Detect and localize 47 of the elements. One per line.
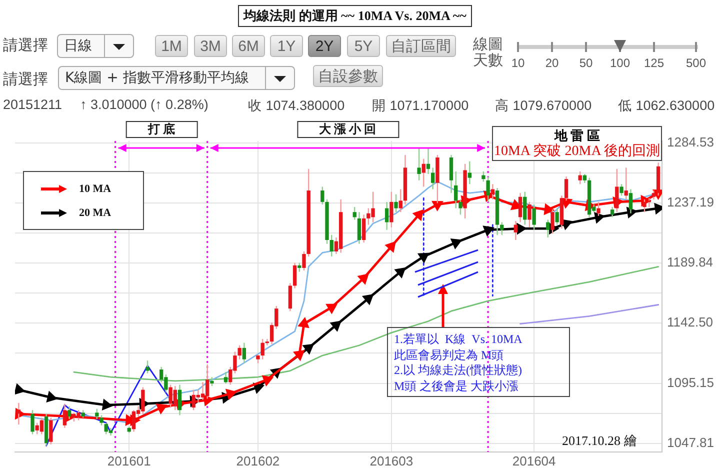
- legend-label: 20 MA: [79, 206, 112, 219]
- text: 500: [684, 56, 708, 70]
- text: 開 1071.170000: [372, 97, 469, 115]
- text: 20: [544, 56, 560, 70]
- annotation: M頭 之後會是 大跌小漲: [394, 378, 520, 394]
- annotation: 1.若單以 K線 Vs. 10MA: [394, 332, 524, 348]
- text: 線圖天數: [473, 35, 504, 69]
- y-tick-label: 1095.15: [667, 374, 714, 390]
- x-tick-label: 201601: [107, 453, 151, 468]
- legend-label: 10 MA: [79, 182, 112, 195]
- text: 3M: [194, 35, 227, 57]
- text: 6M: [232, 35, 265, 57]
- text: 50: [578, 56, 594, 70]
- annotation: 此區會易判定為 M頭: [394, 348, 505, 363]
- y-tick-label: 1047.81: [667, 434, 714, 450]
- text: 125: [642, 56, 666, 70]
- y-tick-label: 1189.84: [667, 254, 714, 270]
- annotation: 地 雷 區: [553, 128, 601, 144]
- chart-title: 均線法則 的運用 ~~ 10MA Vs. 20MA ~~: [238, 5, 472, 27]
- text: 低 1062.630000: [618, 97, 715, 115]
- y-tick-label: 1142.50: [667, 314, 714, 330]
- x-tick-label: 201602: [236, 453, 280, 468]
- y-tick-label: 1284.53: [667, 134, 714, 150]
- text: 收 1074.380000: [248, 97, 345, 115]
- text: 1Y: [270, 35, 303, 57]
- text: 1M: [155, 35, 188, 57]
- text: 20151211: [3, 97, 62, 112]
- text: 2Y: [308, 35, 341, 57]
- annotation: 2.以 均線走法(慣性狀態): [394, 363, 523, 378]
- x-tick-label: 201604: [512, 453, 556, 468]
- text: K線圖 + 指數平滑移動平均線: [58, 66, 295, 90]
- text: 自設參數: [313, 65, 383, 87]
- text: 打 底: [146, 122, 175, 136]
- y-tick-label: 1237.19: [667, 194, 714, 210]
- text: 10: [510, 56, 526, 70]
- x-tick-label: 201603: [370, 453, 414, 468]
- text: 大 漲 小 回: [319, 122, 376, 136]
- text: 請選擇: [3, 70, 48, 89]
- annotation: 2017.10.28 繪: [562, 432, 637, 450]
- text: 自訂區間: [386, 35, 456, 57]
- text: ↑ 3.010000 (↑ 0.28%): [80, 97, 208, 112]
- text: 日線: [57, 34, 134, 58]
- text: 100: [608, 56, 632, 70]
- text: 5Y: [347, 35, 380, 57]
- annotation: 10MA 突破 20MA 後的回測: [493, 144, 661, 160]
- text: 請選擇: [3, 36, 48, 55]
- text: 高 1079.670000: [495, 97, 592, 115]
